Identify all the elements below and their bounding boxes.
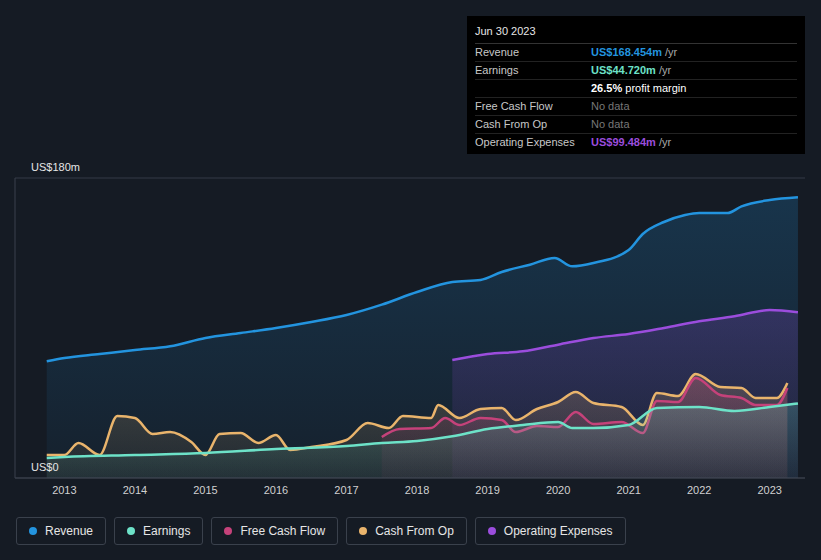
html-text:US$168.454m /yr: US$168.454m /yr [591,46,678,58]
html-text:Jun 30 2023: Jun 30 2023 [475,25,536,37]
svg-text:2023: 2023 [757,484,781,496]
svg-text:2019: 2019 [475,484,499,496]
html-text:Cash From Op: Cash From Op [375,524,454,538]
html-text:Operating Expenses: Operating Expenses [475,136,575,148]
html-text:26.5% profit margin: 26.5% profit margin [591,82,687,94]
svg-text:2014: 2014 [123,484,147,496]
svg-text:2013: 2013 [52,484,76,496]
html-text:No data: No data [591,100,630,112]
svg-text:2017: 2017 [334,484,358,496]
svg-text:US$0: US$0 [31,461,59,473]
html-text:Free Cash Flow: Free Cash Flow [475,100,553,112]
html-text:Cash From Op: Cash From Op [475,118,548,130]
html-text:Revenue: Revenue [475,46,519,58]
html-text:Earnings: Earnings [143,524,191,538]
svg-text:2018: 2018 [405,484,429,496]
svg-text:2015: 2015 [193,484,217,496]
html-text:US$44.720m /yr: US$44.720m /yr [591,64,672,76]
html-text:Free Cash Flow: Free Cash Flow [240,524,326,538]
html-text:No data: No data [591,118,630,130]
html-text:Earnings: Earnings [475,64,519,76]
svg-text:2021: 2021 [616,484,640,496]
html-text:US$99.484m /yr: US$99.484m /yr [591,136,672,148]
html-text:Operating Expenses: Operating Expenses [503,524,613,538]
svg-text:US$180m: US$180m [31,161,80,173]
svg-text:2022: 2022 [687,484,711,496]
svg-text:2016: 2016 [264,484,288,496]
html-text:Revenue: Revenue [45,524,93,538]
svg-text:2020: 2020 [546,484,570,496]
